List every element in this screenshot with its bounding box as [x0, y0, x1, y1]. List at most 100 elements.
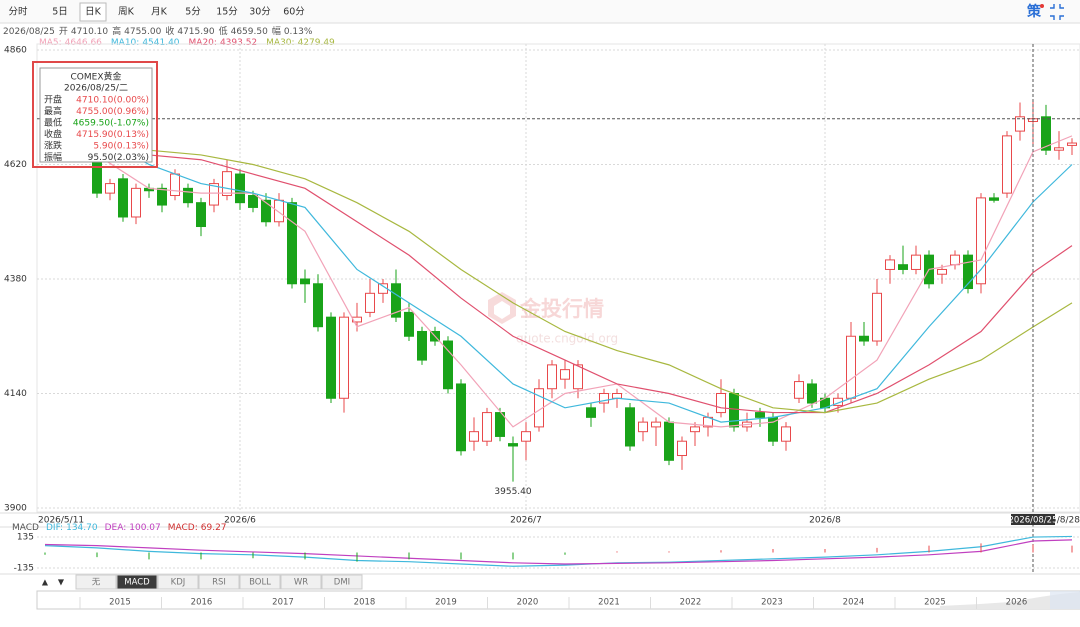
period-tab[interactable]: 60分 [283, 7, 305, 18]
candle-body [313, 283, 323, 328]
info-date: 2026/08/25 [3, 27, 55, 37]
info-label: 开 [59, 26, 68, 37]
period-tab[interactable]: 日K [85, 7, 102, 18]
candle-body [443, 340, 453, 390]
macd-tick-label: -135 [14, 563, 34, 573]
year-label: 2015 [109, 598, 131, 608]
x-tick-label: 2026/8/28 [1034, 516, 1080, 526]
period-tab[interactable]: 15分 [216, 7, 238, 18]
strategy-button[interactable]: 策 [1026, 3, 1042, 20]
year-label: 2019 [435, 598, 457, 608]
navigator-window[interactable] [1050, 591, 1080, 609]
indicator-tab[interactable]: 无 [92, 578, 101, 588]
year-label: 2017 [272, 598, 294, 608]
indicator-tab-bg[interactable] [239, 574, 281, 590]
ma-legend-value: 4279.49 [298, 38, 335, 48]
indicator-tab-bg[interactable] [280, 574, 322, 590]
y-tick-label: 4140 [4, 389, 27, 399]
indicator-tab[interactable]: MACD [124, 578, 150, 588]
scroll-arrow[interactable]: ▼ [58, 578, 65, 587]
candle-body [131, 187, 141, 218]
tooltip-box [39, 67, 153, 163]
indicator-tab-bg[interactable] [157, 574, 199, 590]
navigator-years: 2015 2016 2017 2018 2019 2020 2021 2022 2023 2024… [79, 597, 1027, 609]
crosshair-date: 2026/08/25 [1009, 516, 1058, 526]
tooltip-label: 最低 [44, 117, 62, 129]
indicator-tab-bg[interactable] [116, 574, 158, 590]
candle-body [690, 426, 700, 433]
candle-body [599, 393, 609, 404]
tooltip-value: 4755.00(0.96%) [76, 107, 149, 117]
period-tab[interactable]: 5日 [52, 7, 68, 18]
indicator-tab[interactable]: KDJ [171, 578, 186, 588]
fullscreen-icon[interactable] [1050, 4, 1064, 20]
indicator-tab-bg[interactable] [198, 574, 240, 590]
indicator-tab[interactable]: RSI [212, 578, 226, 588]
tooltip-label: 振幅 [44, 151, 62, 163]
period-tab[interactable]: 周K [118, 7, 135, 18]
navigator[interactable] [36, 590, 1080, 610]
tooltip-label: 开盘 [44, 94, 62, 106]
macd-tick-label: 135 [17, 533, 34, 543]
candle-body [196, 202, 206, 228]
macd-legend-name: DIF: [46, 523, 63, 533]
period-tab[interactable]: 分时 [8, 6, 28, 18]
candle-body [404, 311, 414, 337]
macd-legend-name: DEA: [105, 523, 127, 533]
candle-body [573, 364, 583, 390]
period-tab[interactable]: 30分 [249, 7, 271, 18]
candle-body [963, 254, 973, 290]
macd-legend-value: 100.07 [129, 523, 161, 533]
macd-legend-value: 69.27 [201, 523, 227, 533]
x-tick-label: 2026/7 [510, 516, 542, 526]
indicator-tab[interactable]: WR [294, 578, 308, 588]
candle-body [1067, 142, 1077, 146]
navigator-shade [940, 592, 1080, 609]
candle-body [625, 407, 635, 447]
notice-dot [1040, 4, 1044, 8]
candle-body [209, 183, 219, 206]
indicator-tab[interactable]: BOLL [249, 578, 271, 588]
info-label: 高 [112, 25, 121, 37]
watermark-title: 金投行情 [519, 297, 604, 321]
candle-body [508, 443, 518, 447]
candle-body [469, 431, 479, 442]
watermark: 金投行情 quote.cngold.org [488, 292, 618, 346]
indicator-tab[interactable]: DMI [334, 578, 350, 588]
macd-legend: MACD DIF: 134.70 DEA: 100.07 MACD: 69.27 [12, 523, 227, 533]
info-line: 2026/08/25 开 4710.10 高 4755.00 收 4715.90 低 4659.… [3, 25, 313, 37]
tooltip: COMEX黄金 2026/08/25/二 开盘 4710.10(0.00%) 最高 4… [32, 61, 158, 168]
ma-legend-name: MA30: [266, 38, 294, 48]
info-label: 幅 [272, 25, 281, 37]
year-label: 2024 [843, 598, 865, 608]
candle-body [1054, 147, 1064, 151]
tooltip-value: 4659.50(-1.07%) [73, 119, 149, 129]
candle-body [898, 264, 908, 270]
year-label: 2021 [598, 598, 620, 608]
macd-title: MACD [12, 523, 39, 533]
tooltip-label: 最高 [44, 105, 62, 117]
candle-body [235, 173, 245, 204]
macd-legend-value: 134.70 [66, 523, 98, 533]
candle-body [846, 335, 856, 399]
indicator-tab-bg[interactable] [75, 574, 117, 590]
candle-body [729, 393, 739, 428]
candle-body [911, 254, 921, 270]
candle-body [937, 268, 947, 275]
year-label: 2016 [191, 598, 213, 608]
indicator-tab-bg[interactable] [321, 574, 363, 590]
period-tab[interactable]: 5分 [185, 7, 201, 18]
candle-body [677, 440, 687, 457]
period-tab[interactable]: 月K [151, 7, 168, 18]
candle-body [261, 199, 271, 223]
x-tick-label: 2026/6 [224, 516, 256, 526]
candle-body [664, 421, 674, 461]
ma-line [44, 125, 1073, 428]
overlay: 3955.40 [37, 44, 1080, 574]
ma-line [44, 125, 1073, 423]
plot-frame [36, 43, 1080, 513]
scroll-arrow[interactable]: ▲ [42, 578, 49, 587]
candle-body [950, 254, 960, 266]
candle-body [651, 421, 661, 428]
